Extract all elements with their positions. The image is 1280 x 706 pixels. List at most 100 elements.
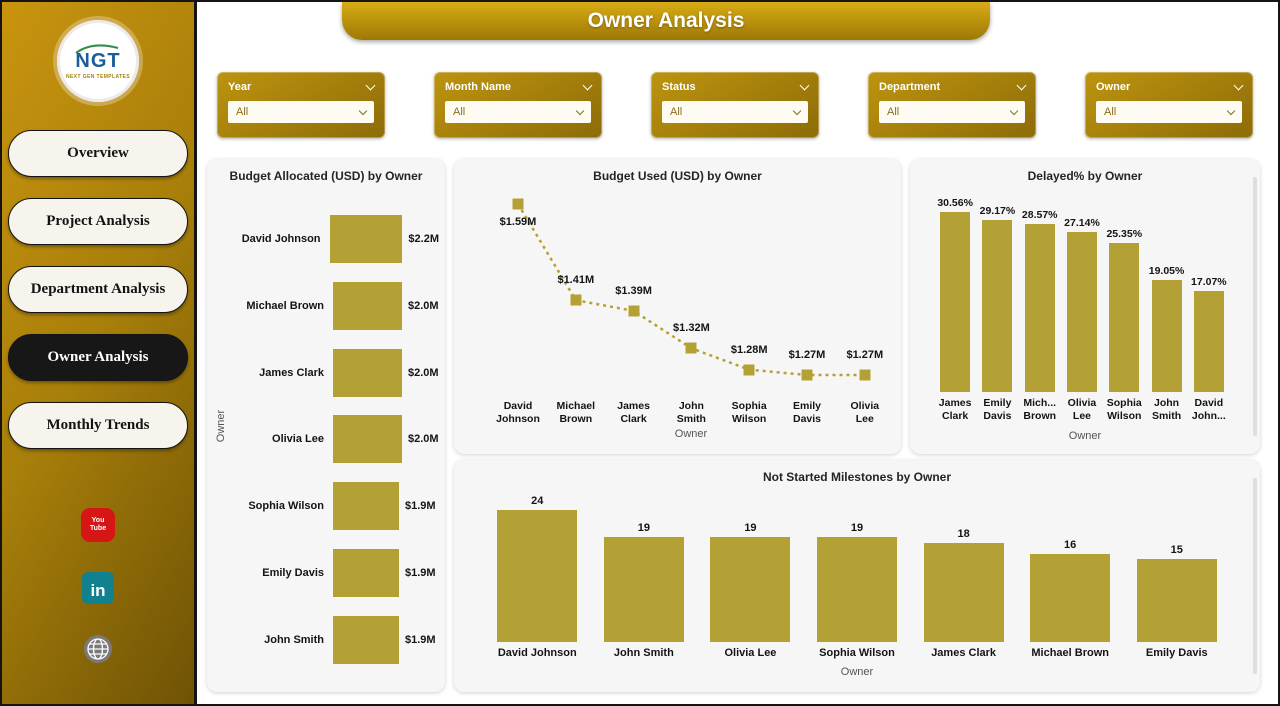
scrollbar[interactable] — [1253, 177, 1257, 436]
social-links: You Tube in — [2, 508, 194, 664]
bar-column: 25.35% Sophia Wilson — [1103, 185, 1145, 423]
bar-column: 18 James Clark — [910, 486, 1017, 661]
chevron-down-icon[interactable] — [1016, 80, 1027, 90]
chevron-down-icon[interactable] — [1233, 80, 1244, 90]
category-label: James Clark — [931, 647, 997, 659]
dropdown-value: All — [1104, 106, 1117, 118]
filter-label: Status — [662, 81, 696, 93]
bar-column: 30.56% James Clark — [934, 185, 976, 423]
chevron-down-icon — [1009, 106, 1019, 116]
logo-text: NGT — [75, 49, 121, 72]
category-label: David Johnson — [496, 400, 540, 426]
x-axis-title: Owner — [840, 666, 874, 678]
bar[interactable] — [710, 537, 791, 642]
hbar-row: David Johnson $2.2M — [239, 215, 439, 263]
chevron-down-icon — [575, 106, 585, 116]
bar-stack: 18 — [923, 486, 1004, 642]
value-label: 16 — [1064, 539, 1077, 551]
bar[interactable] — [603, 537, 684, 642]
owner-dropdown[interactable]: All — [1096, 101, 1242, 123]
data-point[interactable] — [570, 294, 582, 306]
data-point[interactable] — [743, 364, 755, 376]
data-point[interactable] — [685, 342, 697, 354]
bar-column: 29.17% Emily Davis — [976, 185, 1018, 423]
value-label: $1.9M — [405, 633, 436, 646]
bar[interactable] — [333, 281, 402, 330]
department-dropdown[interactable]: All — [879, 101, 1025, 123]
month-name-dropdown[interactable]: All — [445, 101, 591, 123]
value-label: 29.17% — [979, 205, 1016, 217]
bar[interactable] — [1024, 224, 1055, 392]
filter-label: Department — [879, 81, 941, 93]
bar[interactable] — [982, 220, 1013, 392]
bar[interactable] — [1030, 554, 1111, 642]
dropdown-value: All — [236, 106, 249, 118]
bar[interactable] — [1136, 559, 1217, 642]
value-label: $1.32M — [673, 322, 710, 335]
bar-stack: 28.57% — [1022, 185, 1058, 392]
globe-icon[interactable] — [83, 634, 113, 664]
budget-allocated-chart-body: David Johnson $2.2M Michael Brown $2.0M Jame… — [239, 215, 439, 664]
bar[interactable] — [1193, 291, 1224, 392]
bar-column: 16 Michael Brown — [1017, 486, 1124, 661]
sidebar-item-project-analysis[interactable]: Project Analysis — [8, 198, 188, 245]
bar[interactable] — [1151, 280, 1182, 392]
category-label: James Clark — [938, 397, 972, 423]
sidebar-item-owner-analysis[interactable]: Owner Analysis — [8, 334, 188, 381]
value-label: 27.14% — [1064, 217, 1100, 229]
youtube-icon[interactable]: You Tube — [81, 508, 115, 542]
data-point[interactable] — [859, 369, 871, 381]
dropdown-value: All — [887, 106, 900, 118]
bar[interactable] — [333, 415, 402, 464]
sidebar: NGT NEXT GEN TEMPLATES Overview Project … — [2, 2, 197, 704]
value-label: 19 — [744, 522, 757, 534]
nav-label: Project Analysis — [46, 213, 150, 230]
value-label: $1.27M — [788, 349, 826, 361]
value-label: $1.9M — [405, 567, 436, 580]
bar[interactable] — [333, 348, 402, 397]
value-label: $2.2M — [408, 233, 439, 245]
sidebar-item-overview[interactable]: Overview — [8, 130, 188, 177]
nav-label: Monthly Trends — [46, 417, 150, 434]
category-label: Michael Brown — [1031, 647, 1109, 659]
bar[interactable] — [1109, 243, 1140, 392]
value-label: 18 — [957, 528, 970, 540]
budget-used-card: Budget Used (USD) by Owner $1.59M David Jo… — [454, 159, 901, 454]
dropdown-value: All — [453, 106, 466, 118]
value-label: 24 — [531, 495, 544, 507]
year-dropdown[interactable]: All — [228, 101, 374, 123]
data-point[interactable] — [801, 369, 813, 381]
linkedin-icon[interactable]: in — [82, 572, 114, 604]
filter-label: Owner — [1096, 81, 1131, 93]
bar[interactable] — [333, 549, 399, 598]
category-label: David Johnson — [241, 233, 321, 245]
data-point[interactable] — [628, 305, 640, 317]
category-label: Emily Davis — [792, 400, 822, 426]
bar[interactable] — [333, 482, 399, 531]
chevron-down-icon[interactable] — [582, 80, 593, 90]
sidebar-item-monthly-trends[interactable]: Monthly Trends — [8, 402, 188, 449]
bar[interactable] — [940, 212, 971, 392]
x-axis-title: Owner — [1068, 430, 1102, 442]
bar-column: 19 John Smith — [591, 486, 698, 661]
bar-stack: 19 — [603, 486, 684, 642]
bar[interactable] — [497, 510, 578, 642]
scrollbar[interactable] — [1253, 478, 1257, 674]
status-dropdown[interactable]: All — [662, 101, 808, 123]
bar[interactable] — [923, 543, 1004, 642]
bar[interactable] — [1066, 232, 1097, 392]
bar[interactable] — [817, 537, 898, 642]
bar-stack: 19 — [817, 486, 898, 642]
sidebar-nav: Overview Project Analysis Department Ana… — [8, 130, 188, 449]
bar-stack: 19.05% — [1149, 185, 1184, 392]
chevron-down-icon[interactable] — [365, 80, 376, 90]
bar[interactable] — [333, 615, 399, 664]
delayed-chart-body: 30.56% James Clark 29.17% Emily Davis 28.57% Mi… — [934, 185, 1230, 423]
data-point[interactable] — [512, 198, 524, 210]
category-label: Emily Davis — [983, 397, 1012, 423]
category-label: Sophia Wilson — [248, 500, 324, 513]
bar-stack: 30.56% — [937, 185, 973, 392]
chevron-down-icon[interactable] — [799, 80, 810, 90]
bar[interactable] — [329, 215, 403, 263]
sidebar-item-department-analysis[interactable]: Department Analysis — [8, 266, 188, 313]
